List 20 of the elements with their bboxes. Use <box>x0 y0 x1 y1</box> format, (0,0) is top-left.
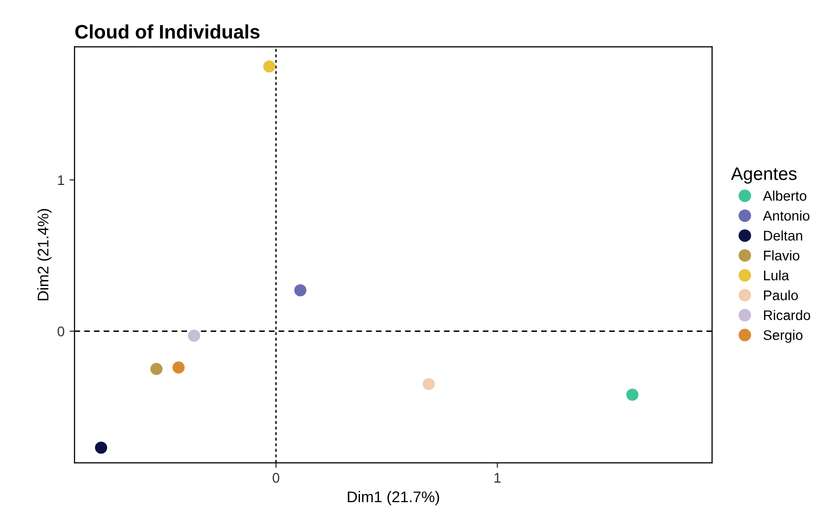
legend-label: Ricardo <box>764 310 810 320</box>
legend-label: Deltan <box>764 230 802 241</box>
legend-label: Paulo <box>764 290 798 300</box>
y-axis-title: Dim2 (21.4%) <box>37 209 52 300</box>
point <box>172 361 185 374</box>
legend-label: Alberto <box>762 190 806 201</box>
chart-title: Cloud of Individuals <box>75 24 260 39</box>
point <box>188 330 200 342</box>
point <box>422 378 435 390</box>
point <box>95 442 108 454</box>
point <box>294 284 306 296</box>
point <box>626 388 638 401</box>
point <box>263 60 276 73</box>
legend-label: Flavio <box>764 250 800 260</box>
legend-label: Sergio <box>764 330 802 343</box>
legend-title: Agentes <box>730 167 797 184</box>
point <box>150 362 163 376</box>
legend-label: Lula <box>764 270 790 280</box>
x-axis-title: Dim1 (21.7%) <box>348 491 440 506</box>
legend-label: Antonio <box>762 210 810 221</box>
